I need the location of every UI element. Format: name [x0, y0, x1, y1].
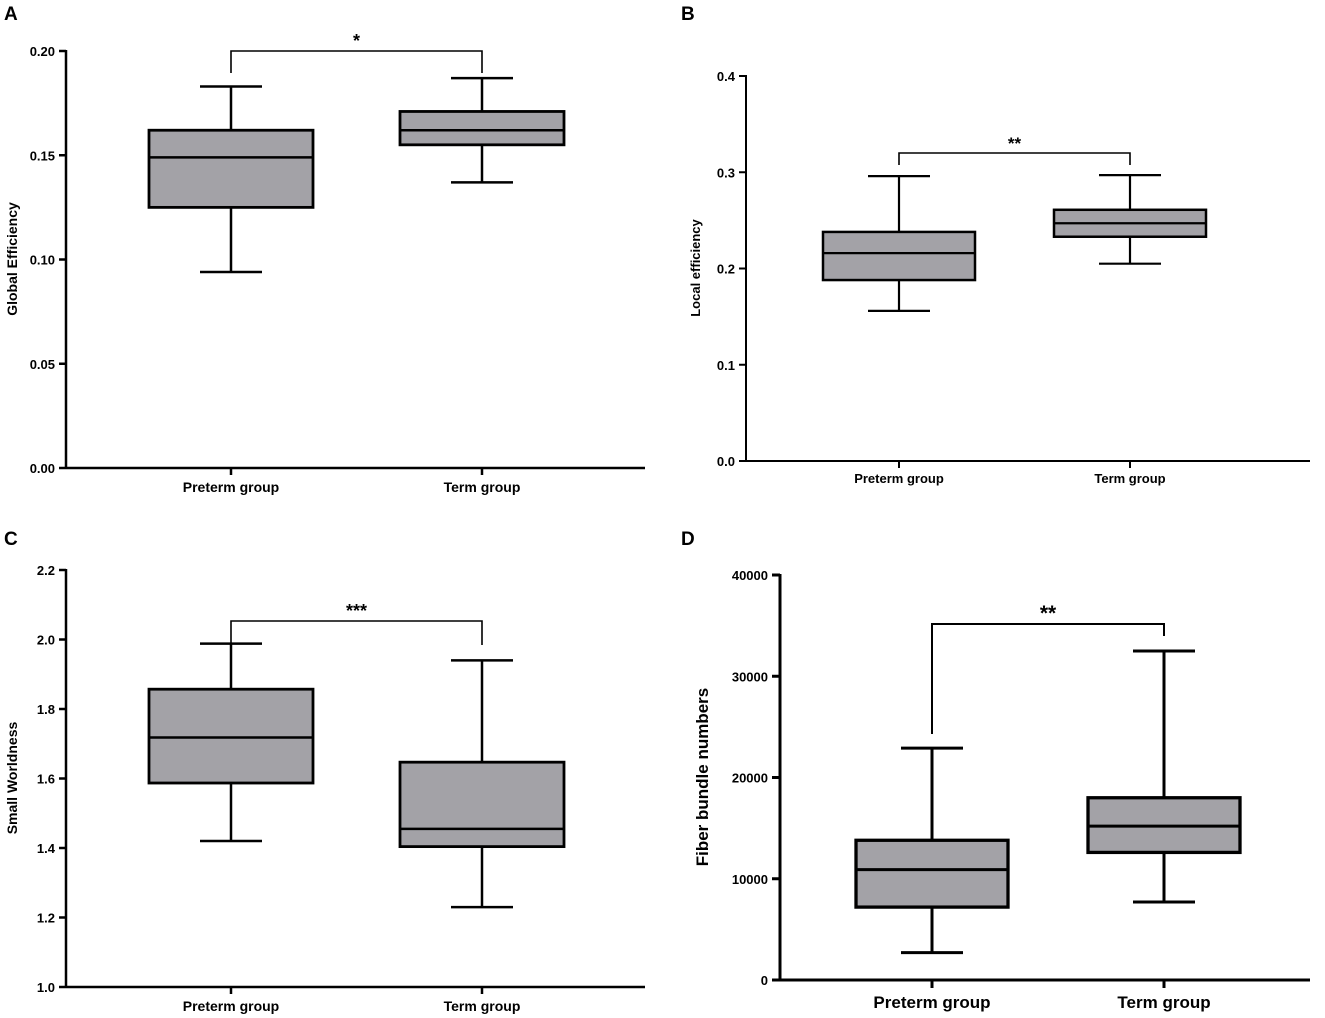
y-tick-label: 0.4 [717, 69, 736, 84]
box-plot-preterm-group [147, 642, 315, 843]
y-axis-title-a: Global Efficiency [4, 202, 20, 316]
y-tick-labels-c: 1.0 1.2 1.4 1.6 1.8 2.0 2.2 [37, 563, 56, 995]
panel-letter-a: A [4, 4, 18, 25]
y-tick-label: 0.10 [30, 253, 55, 268]
x-category-label: Term group [1117, 993, 1210, 1012]
significance-marker-b: ** [1008, 134, 1022, 153]
significance-marker-d: ** [1040, 602, 1057, 625]
x-category-label: Preterm group [183, 998, 279, 1014]
y-tick-label: 0 [761, 973, 768, 988]
iqr-box [854, 838, 1010, 909]
y-tick-label: 0.0 [717, 454, 735, 469]
y-axis-title-b: Local efficiency [688, 218, 703, 316]
y-tick-labels-b: 0.0 0.1 0.2 0.3 0.4 [717, 69, 736, 469]
panel-letter-b: B [681, 4, 695, 25]
panel-a: A Global Efficiency 0.00 0.05 0.10 0.15 … [4, 4, 645, 495]
y-tick-label: 0.1 [717, 358, 735, 373]
iqr-box [147, 128, 315, 209]
y-tick-label: 1.8 [37, 702, 55, 717]
significance-bracket [931, 623, 1165, 734]
y-tick-label: 0.20 [30, 44, 55, 59]
x-category-label: Term group [1094, 471, 1165, 486]
x-category-label: Preterm group [854, 471, 944, 486]
x-category-label: Preterm group [873, 993, 990, 1012]
box-plot-preterm-group [821, 175, 977, 312]
y-tick-label: 2.2 [37, 563, 55, 578]
y-tick-label: 0.3 [717, 165, 735, 180]
significance-bracket [230, 50, 483, 73]
y-tick-label: 10000 [732, 872, 768, 887]
y-tick-label: 0.05 [30, 357, 55, 372]
y-tick-label: 30000 [732, 669, 768, 684]
y-tick-label: 40000 [732, 568, 768, 583]
panel-b: B Local efficiency 0.0 0.1 0.2 0.3 0.4 P… [681, 4, 1310, 486]
panel-c: C Small Worldness 1.0 1.2 1.4 1.6 1.8 2.… [4, 529, 645, 1014]
box-plot-term-group [398, 659, 566, 909]
y-tick-labels-d: 0 10000 20000 30000 40000 [732, 568, 768, 988]
y-tick-label: 2.0 [37, 633, 55, 648]
y-tick-labels-a: 0.00 0.05 0.10 0.15 0.20 [30, 44, 55, 476]
x-category-labels-d: Preterm group Term group [873, 993, 1210, 1012]
y-axis-title-d: Fiber bundle numbers [693, 688, 712, 867]
panel-letter-c: C [4, 529, 18, 550]
x-category-labels-a: Preterm group Term group [183, 479, 521, 495]
iqr-box [398, 760, 566, 849]
iqr-box [398, 110, 566, 147]
iqr-box [821, 230, 977, 282]
y-tick-label: 1.0 [37, 980, 55, 995]
x-category-label: Term group [444, 998, 521, 1014]
y-tick-label: 0.2 [717, 262, 735, 277]
box-plot-term-group [1086, 649, 1242, 904]
y-tick-label: 0.15 [30, 148, 55, 163]
panel-letter-d: D [681, 529, 695, 550]
y-tick-label: 1.4 [37, 841, 56, 856]
x-category-labels-b: Preterm group Term group [854, 471, 1165, 486]
y-axis-title-c: Small Worldness [4, 722, 20, 835]
x-category-label: Preterm group [183, 479, 279, 495]
y-tick-label: 1.6 [37, 772, 55, 787]
panel-d: D Fiber bundle numbers 0 10000 20000 300… [681, 529, 1310, 1012]
box-plot-term-group [398, 76, 566, 184]
box-plot-term-group [1052, 174, 1208, 265]
y-tick-label: 0.00 [30, 461, 55, 476]
box-plot-preterm-group [854, 746, 1010, 955]
x-category-label: Term group [444, 479, 521, 495]
y-tick-label: 1.2 [37, 911, 55, 926]
significance-bracket [898, 152, 1131, 165]
x-category-labels-c: Preterm group Term group [183, 998, 521, 1014]
y-tick-label: 20000 [732, 771, 768, 786]
box-plot-preterm-group [147, 85, 315, 274]
iqr-box [147, 687, 315, 785]
significance-marker-c: *** [346, 601, 367, 621]
significance-bracket [230, 620, 483, 645]
significance-marker-a: * [353, 31, 360, 51]
